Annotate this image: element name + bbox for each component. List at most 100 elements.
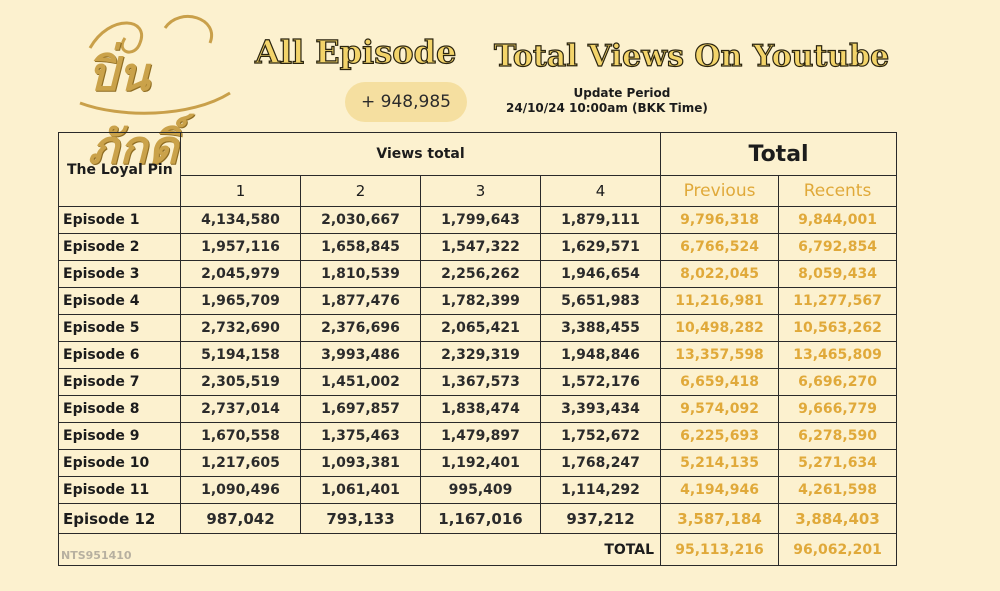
views-cell: 1,547,322	[420, 233, 541, 261]
views-cell: 1,192,401	[420, 449, 541, 477]
views-cell: 1,877,476	[300, 287, 421, 315]
table-row: Episode 9 1,670,558 1,375,463 1,479,897 1,75…	[58, 422, 898, 450]
episode-label: Episode 8	[58, 395, 181, 423]
views-cell: 2,045,979	[180, 260, 301, 288]
title-total-views: Total Views On Youtube	[493, 38, 890, 74]
episode-label: Episode 5	[58, 314, 181, 342]
recents-cell: 10,563,262	[778, 314, 898, 342]
views-cell: 2,732,690	[180, 314, 301, 342]
views-cell: 1,375,463	[300, 422, 421, 450]
col-header-3: 3	[420, 175, 541, 207]
views-cell: 1,479,897	[420, 422, 541, 450]
recents-cell: 8,059,434	[778, 260, 898, 288]
episode-label: Episode 12	[58, 503, 181, 534]
views-cell: 1,799,643	[420, 206, 541, 234]
views-cell: 2,737,014	[180, 395, 301, 423]
views-cell: 2,030,667	[300, 206, 421, 234]
views-cell: 1,061,401	[300, 476, 421, 504]
total-header: Total	[660, 132, 898, 176]
views-cell: 2,256,262	[420, 260, 541, 288]
watermark: NTS951410	[61, 549, 132, 562]
col-header-1: 1	[180, 175, 301, 207]
episode-label: Episode 11	[58, 476, 181, 504]
views-cell: 5,651,983	[539, 287, 662, 315]
views-cell: 5,194,158	[180, 341, 301, 369]
episode-label: Episode 1	[58, 206, 181, 234]
recents-cell: 6,792,854	[778, 233, 898, 261]
views-cell: 4,134,580	[180, 206, 301, 234]
logo-flourish-icon	[79, 15, 231, 115]
previous-cell: 11,216,981	[660, 287, 780, 315]
views-cell: 1,658,845	[300, 233, 421, 261]
logo: ปิ่นภักดิ์	[70, 8, 240, 174]
previous-cell: 13,357,598	[660, 341, 780, 369]
total-previous: 95,113,216	[660, 533, 780, 566]
views-cell: 937,212	[539, 503, 662, 534]
views-cell: 3,993,486	[300, 341, 421, 369]
views-cell: 1,810,539	[300, 260, 421, 288]
recents-cell: 6,696,270	[778, 368, 898, 396]
views-total-header: Views total	[179, 132, 662, 176]
views-cell: 1,957,116	[180, 233, 301, 261]
views-cell: 3,388,455	[539, 314, 662, 342]
recents-cell: 3,884,403	[778, 503, 898, 534]
previous-cell: 6,225,693	[660, 422, 780, 450]
title-all-episode: All Episode	[254, 32, 457, 71]
views-cell: 1,965,709	[180, 287, 301, 315]
previous-cell: 5,214,135	[660, 449, 780, 477]
table-row: Episode 10 1,217,605 1,093,381 1,192,401 1,7…	[58, 449, 898, 477]
recents-cell: 4,261,598	[778, 476, 898, 504]
views-cell: 1,768,247	[539, 449, 662, 477]
views-cell: 2,329,319	[420, 341, 541, 369]
views-cell: 1,367,573	[420, 368, 541, 396]
recents-header: Recents	[778, 175, 898, 207]
table-row: Episode 8 2,737,014 1,697,857 1,838,474 3,39…	[58, 395, 898, 423]
recents-cell: 9,844,001	[778, 206, 898, 234]
views-cell: 3,393,434	[539, 395, 662, 423]
views-cell: 1,167,016	[420, 503, 541, 534]
table-row: Episode 12 987,042 793,133 1,167,016 937,212…	[58, 503, 898, 534]
episode-label: Episode 10	[58, 449, 181, 477]
previous-cell: 8,022,045	[660, 260, 780, 288]
col-header-4: 4	[539, 175, 662, 207]
update-period: Update Period 24/10/24 10:00am (BKK Time…	[506, 86, 708, 116]
total-recents: 96,062,201	[778, 533, 898, 566]
table-row: Episode 6 5,194,158 3,993,486 2,329,319 1,94…	[58, 341, 898, 369]
total-label-cell: NTS951410 TOTAL	[57, 533, 662, 566]
views-cell: 1,697,857	[300, 395, 421, 423]
update-value: 24/10/24 10:00am (BKK Time)	[506, 101, 708, 115]
views-cell: 1,451,002	[300, 368, 421, 396]
views-cell: 2,305,519	[180, 368, 301, 396]
corner-header: The Loyal Pin	[58, 132, 181, 207]
episode-label: Episode 6	[58, 341, 181, 369]
table-row: Episode 7 2,305,519 1,451,002 1,367,573 1,57…	[58, 368, 898, 396]
views-cell: 1,572,176	[539, 368, 662, 396]
recents-cell: 5,271,634	[778, 449, 898, 477]
views-cell: 1,114,292	[539, 476, 662, 504]
increase-badge: + 948,985	[345, 82, 467, 122]
views-cell: 2,376,696	[300, 314, 421, 342]
views-cell: 1,217,605	[180, 449, 301, 477]
recents-cell: 9,666,779	[778, 395, 898, 423]
recents-cell: 6,278,590	[778, 422, 898, 450]
views-cell: 1,948,846	[539, 341, 662, 369]
update-label: Update Period	[573, 86, 671, 100]
previous-cell: 9,796,318	[660, 206, 780, 234]
table-row: Episode 3 2,045,979 1,810,539 2,256,262 1,94…	[58, 260, 898, 288]
views-cell: 1,629,571	[539, 233, 662, 261]
episode-label: Episode 3	[58, 260, 181, 288]
views-cell: 1,093,381	[300, 449, 421, 477]
views-cell: 987,042	[180, 503, 301, 534]
table-row: Episode 2 1,957,116 1,658,845 1,547,322 1,62…	[58, 233, 898, 261]
episode-label: Episode 7	[58, 368, 181, 396]
previous-cell: 9,574,092	[660, 395, 780, 423]
views-cell: 793,133	[300, 503, 421, 534]
episode-label: Episode 4	[58, 287, 181, 315]
views-cell: 1,090,496	[180, 476, 301, 504]
episode-label: Episode 2	[58, 233, 181, 261]
views-cell: 995,409	[420, 476, 541, 504]
recents-cell: 11,277,567	[778, 287, 898, 315]
previous-cell: 3,587,184	[660, 503, 780, 534]
views-cell: 1,838,474	[420, 395, 541, 423]
views-cell: 1,879,111	[539, 206, 662, 234]
